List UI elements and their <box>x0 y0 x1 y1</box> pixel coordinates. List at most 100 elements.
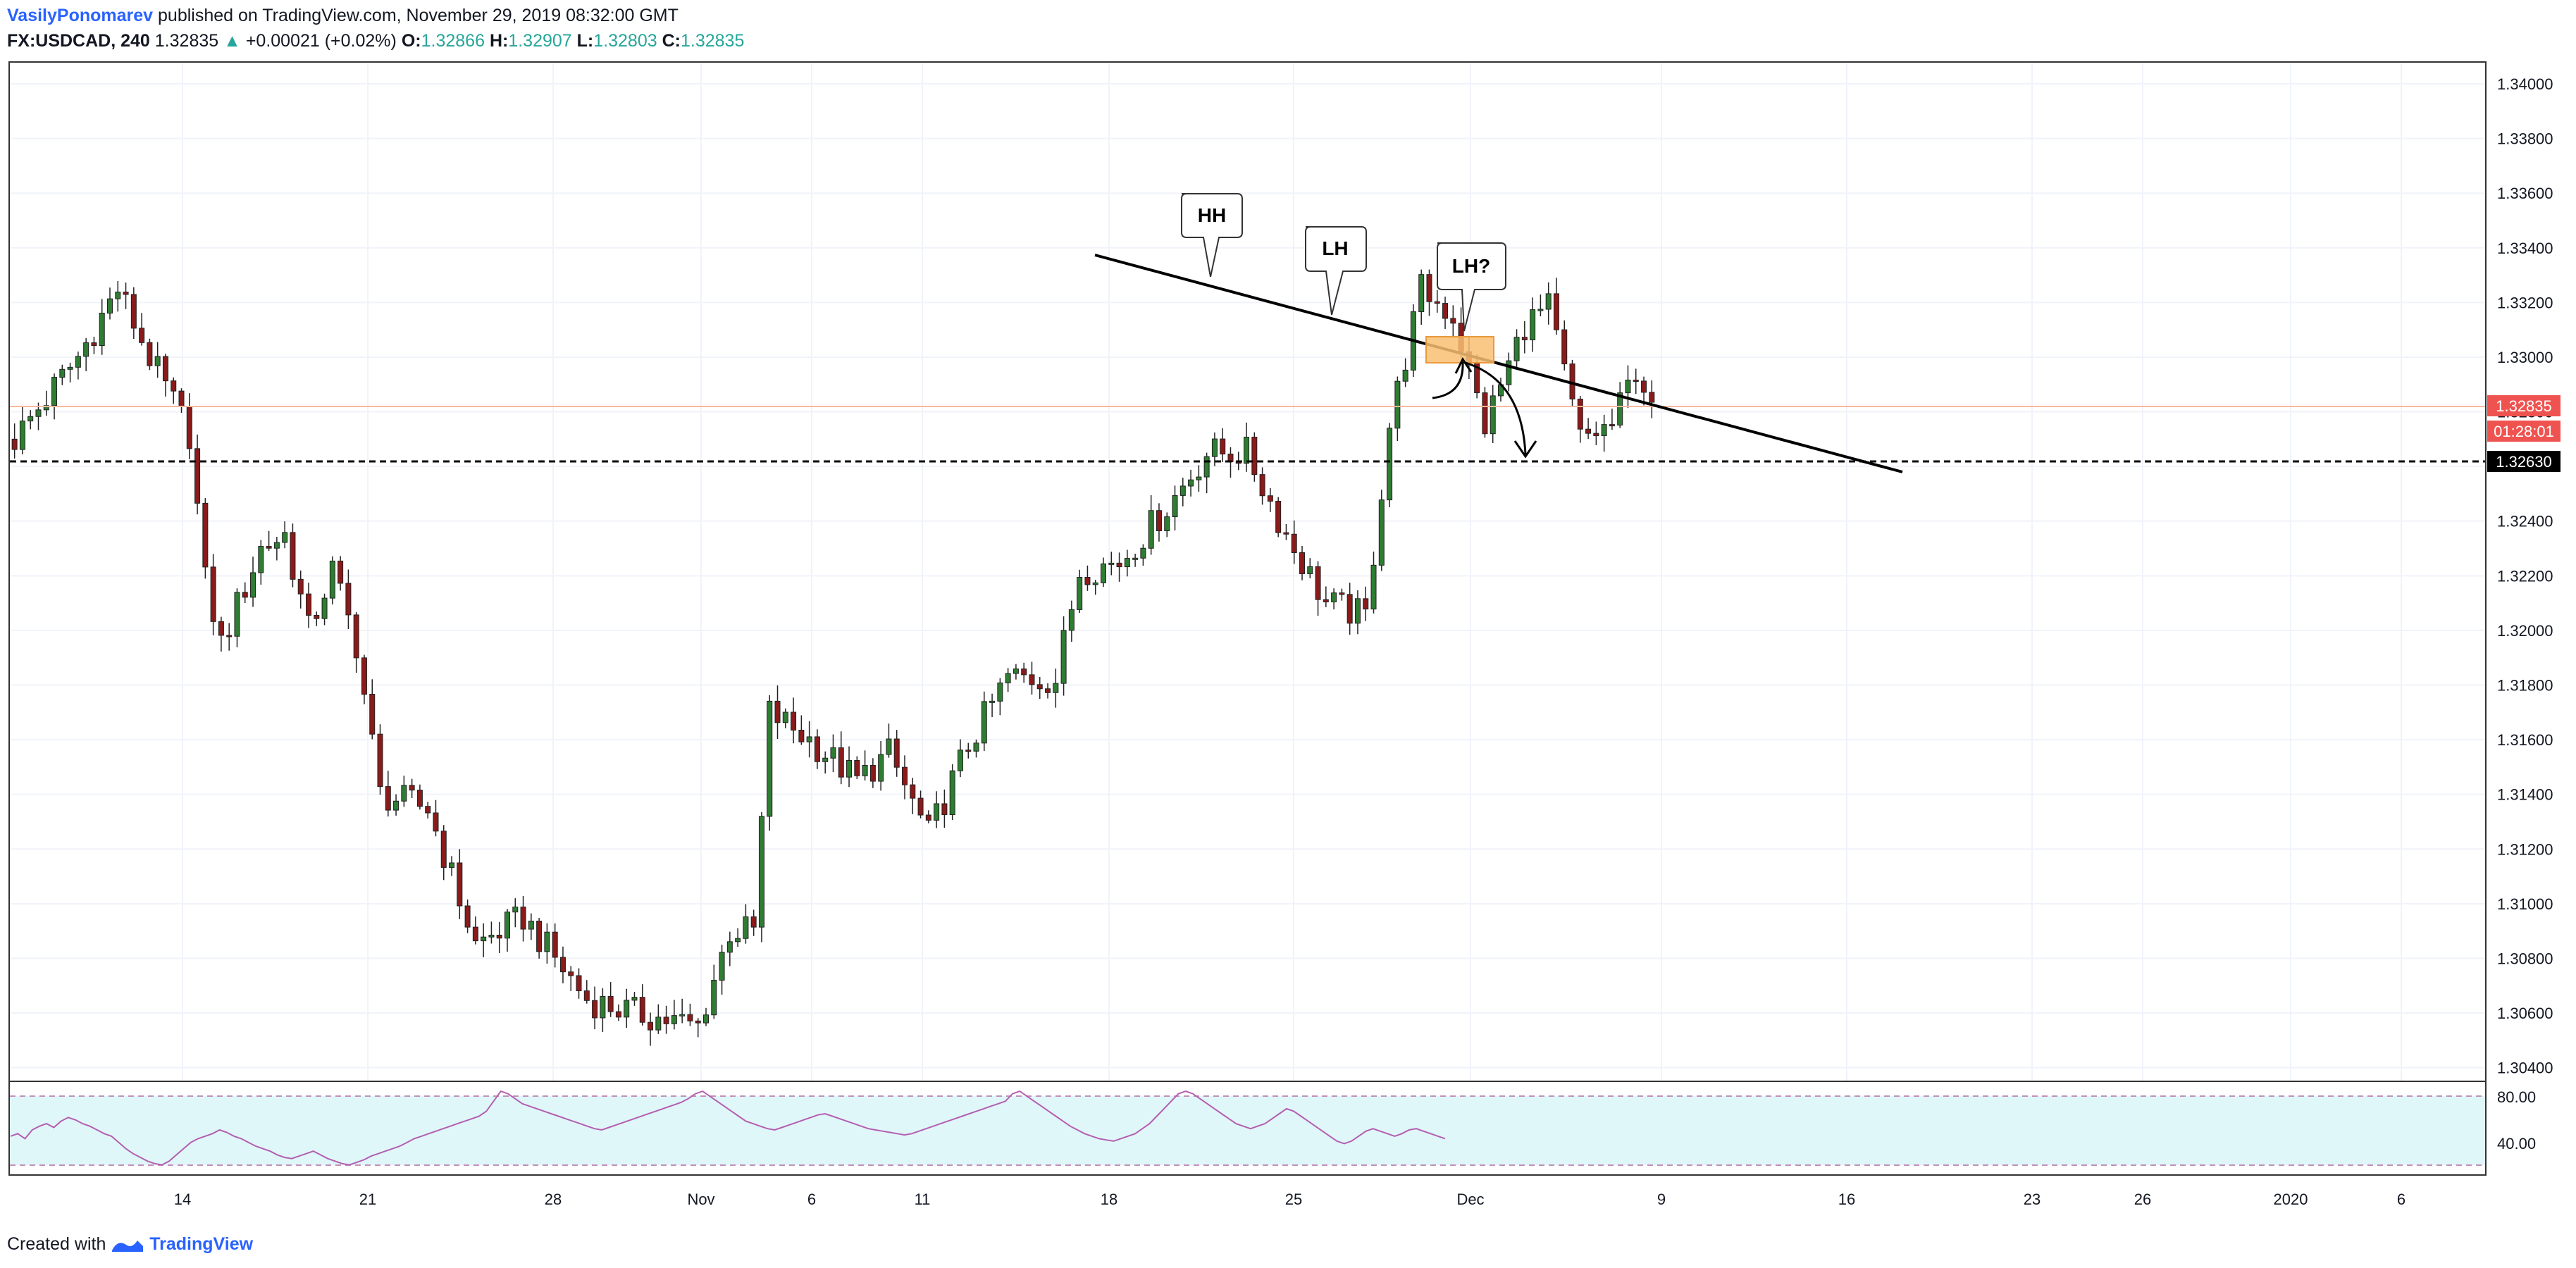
candle-down <box>1251 437 1258 476</box>
created-with-text: Created with <box>7 1234 106 1254</box>
candle-up <box>512 906 519 913</box>
candle-down <box>1084 576 1091 585</box>
candle-up <box>481 936 487 942</box>
candle-up <box>258 546 264 573</box>
candle-up <box>544 931 550 952</box>
callout-hh-label: HH <box>1198 204 1226 226</box>
callout-lh[interactable]: LH <box>1305 226 1367 316</box>
candle-down <box>1283 532 1289 535</box>
high-value: 1.32907 <box>508 31 572 51</box>
change-value: +0.00021 (+0.02%) <box>245 31 397 51</box>
price-tick-label: 1.31400 <box>2497 786 2553 804</box>
price-tick-label: 1.33800 <box>2497 130 2553 148</box>
candle-up <box>59 368 66 378</box>
candle-down <box>1641 380 1647 393</box>
candle-up <box>1402 369 1408 382</box>
candle-up <box>767 700 773 817</box>
grid-lines <box>10 63 2485 1081</box>
candle-down <box>139 328 145 343</box>
high-label: H: <box>489 31 509 51</box>
candle-down <box>1561 329 1568 365</box>
low-value: 1.32803 <box>593 31 657 51</box>
candle-down <box>520 906 526 930</box>
countdown-badge-text: 01:28:01 <box>2494 423 2554 440</box>
projection-down-arrow <box>1465 361 1527 455</box>
low-label: L: <box>576 31 594 51</box>
candle-down <box>472 926 478 942</box>
candle-up <box>671 1015 677 1024</box>
candle-up <box>1211 438 1218 457</box>
candle-down <box>854 759 860 776</box>
time-tick-label: Nov <box>687 1191 714 1208</box>
candle-down <box>242 592 248 598</box>
candle-down <box>639 997 645 1023</box>
rsi-line <box>10 1090 1446 1166</box>
candle-down <box>385 786 391 811</box>
candle-up <box>1490 395 1496 435</box>
candle-up <box>1418 274 1425 313</box>
candle-up <box>1394 380 1401 429</box>
candle-up <box>1545 293 1552 310</box>
price-tick-label: 1.30800 <box>2497 950 2553 967</box>
time-tick-label: 6 <box>2397 1191 2405 1208</box>
candle-up <box>1132 557 1139 560</box>
candle-up <box>1060 630 1067 684</box>
callout-lh-question[interactable]: LH? <box>1437 242 1506 332</box>
candle-up <box>1244 437 1250 464</box>
candle-down <box>798 729 805 742</box>
price-tick-label: 1.33200 <box>2497 294 2553 311</box>
candle-down <box>123 292 129 295</box>
candle-down <box>925 814 931 821</box>
candle-down <box>91 342 97 347</box>
candle-up <box>655 1017 662 1031</box>
descending-trendline[interactable] <box>1094 254 1903 473</box>
callout-lh-label: LH <box>1322 237 1348 259</box>
candle-down <box>687 1014 693 1021</box>
candle-up <box>321 597 328 619</box>
author-link[interactable]: VasilyPonomarev <box>7 6 154 25</box>
candle-down <box>409 785 415 791</box>
arrowhead-up-icon <box>1454 357 1473 374</box>
candle-down <box>416 790 423 807</box>
candle-up <box>35 409 42 417</box>
last-price-badge <box>2487 395 2560 416</box>
candle-down <box>941 803 948 816</box>
candle-down <box>1553 293 1559 330</box>
candle-down <box>433 812 439 832</box>
candle-up <box>830 747 836 759</box>
rsi-tick-label: 80.00 <box>2497 1088 2536 1106</box>
candle-down <box>1442 303 1449 319</box>
callout-hh[interactable]: HH <box>1181 193 1243 278</box>
candle-up <box>1068 609 1075 631</box>
candle-down <box>1220 438 1226 455</box>
candle-down <box>648 1021 654 1031</box>
candle-down <box>440 831 447 868</box>
tradingview-brand-link[interactable]: TradingView <box>149 1234 254 1254</box>
candle-up <box>234 592 240 637</box>
candle-up <box>1625 379 1631 394</box>
time-tick-label: 25 <box>1285 1191 1302 1208</box>
candle-down <box>297 578 304 595</box>
candle-up <box>488 934 495 938</box>
candle-up <box>154 356 161 366</box>
candle-down <box>496 934 502 939</box>
candle-up <box>504 912 510 939</box>
candle-down <box>1036 684 1043 690</box>
candle-down <box>559 957 566 973</box>
time-tick-label: 21 <box>359 1191 376 1208</box>
candle-down <box>464 905 471 928</box>
candle-down <box>1346 594 1353 624</box>
supply-zone-rectangle[interactable] <box>1425 336 1494 363</box>
price-tick-label: 1.34000 <box>2497 75 2553 93</box>
price-tick-label: 1.31600 <box>2497 731 2553 749</box>
time-tick-label: Dec <box>1456 1191 1484 1208</box>
symbol-label[interactable]: FX:USDCAD, 240 <box>7 31 150 51</box>
candle-up <box>43 405 49 411</box>
candle-up <box>27 416 34 422</box>
candle-down <box>1585 428 1592 434</box>
candle-up <box>719 952 725 981</box>
candle-up <box>250 572 256 598</box>
candle-down <box>583 990 590 1001</box>
candle-down <box>202 502 209 568</box>
